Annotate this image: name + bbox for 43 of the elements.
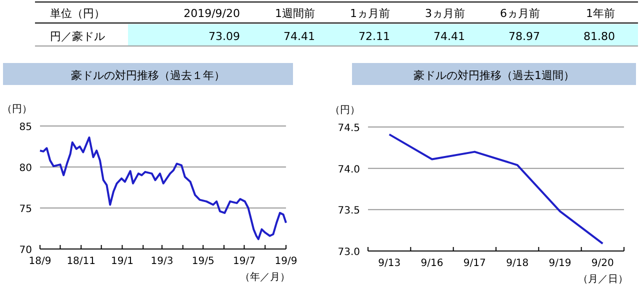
- category-label: 1年前: [586, 7, 615, 20]
- y-tick-label: 85: [19, 122, 32, 133]
- y-axis-title: （円）: [2, 104, 32, 115]
- y-tick-label: 80: [19, 163, 32, 174]
- x-tick-label: 19/5: [192, 256, 214, 267]
- x-tick-label: 9/20: [591, 258, 614, 269]
- data-label: 74.41: [284, 30, 315, 43]
- text: 円／豪ドル: [50, 30, 105, 43]
- y-axis-title: （円）: [330, 105, 360, 116]
- x-tick-label: 18/11: [66, 256, 96, 267]
- x-tick-label: 9/17: [463, 258, 486, 269]
- y-tick-label: 73.0: [338, 247, 360, 258]
- x-tick-label: 19/9: [274, 256, 298, 267]
- category-label: 6ヵ月前: [500, 7, 540, 20]
- data-label: 81.80: [584, 30, 615, 43]
- x-axis-title: （年／月）: [240, 271, 290, 283]
- data-label: 72.11: [358, 30, 390, 43]
- data-label: 73.09: [208, 30, 240, 43]
- category-label: 1ヵ月前: [350, 7, 390, 20]
- line-series: [388, 133, 604, 245]
- chart-title: 豪ドルの対円推移（過去1週間）: [414, 69, 574, 82]
- text: 単位（円）: [50, 7, 105, 20]
- y-tick-label: 74.5: [338, 123, 360, 134]
- x-axis-title: （月／日）: [578, 274, 628, 285]
- category-label: 2019/9/20: [184, 7, 240, 20]
- x-tick-label: 9/18: [506, 258, 529, 269]
- x-tick-label: 19/1: [110, 256, 134, 267]
- x-tick-label: 19/7: [232, 256, 256, 267]
- x-tick-label: 9/13: [378, 258, 401, 269]
- y-tick-label: 73.5: [338, 206, 360, 217]
- y-tick-label: 75: [19, 204, 32, 215]
- category-label: 1週間前: [275, 7, 315, 20]
- x-tick-label: 9/19: [548, 258, 572, 269]
- x-tick-label: 18/9: [28, 256, 52, 267]
- y-tick-label: 70: [19, 245, 32, 256]
- category-label: 3ヵ月前: [425, 7, 465, 20]
- y-tick-label: 74.0: [338, 164, 360, 176]
- data-label: 78.97: [508, 30, 540, 43]
- data-label: 74.41: [434, 30, 465, 43]
- line-series: [39, 136, 287, 240]
- x-tick-label: 19/3: [150, 256, 174, 267]
- x-tick-label: 9/16: [420, 258, 444, 269]
- chart-title: 豪ドルの対円推移（過去１年）: [71, 69, 225, 82]
